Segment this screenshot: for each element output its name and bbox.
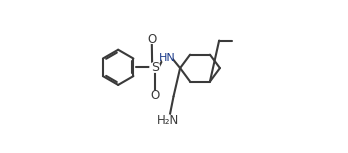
Circle shape bbox=[148, 35, 156, 43]
Circle shape bbox=[163, 115, 174, 127]
Text: O: O bbox=[147, 33, 157, 45]
Circle shape bbox=[150, 62, 160, 72]
Circle shape bbox=[151, 91, 159, 100]
Text: S: S bbox=[151, 61, 159, 74]
Text: HN: HN bbox=[159, 53, 175, 63]
Circle shape bbox=[162, 53, 172, 63]
Text: O: O bbox=[150, 89, 159, 102]
Text: H₂N: H₂N bbox=[157, 114, 180, 127]
